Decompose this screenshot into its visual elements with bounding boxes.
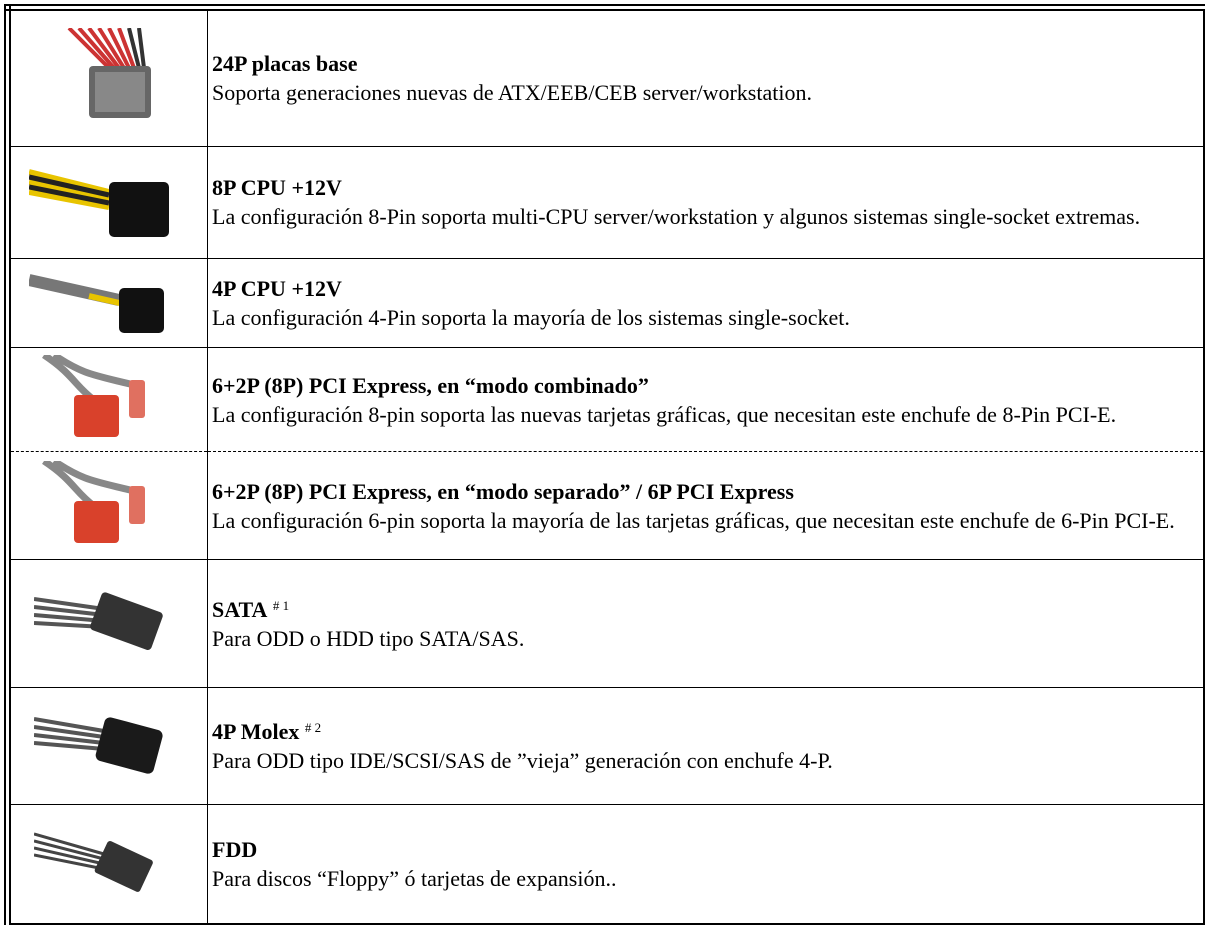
connector-description: Para ODD o HDD tipo SATA/SAS. <box>212 625 525 651</box>
connector-text: 6+2P (8P) PCI Express, en “modo combinad… <box>207 347 1205 453</box>
table-row: SATA # 1 Para ODD o HDD tipo SATA/SAS. <box>7 559 1205 689</box>
connector-icon <box>29 169 169 238</box>
connector-text: 4P CPU +12V La configuración 4-Pin soport… <box>207 258 1205 349</box>
connector-icon <box>34 832 153 893</box>
connector-title: FDD <box>212 837 258 863</box>
connector-text: 6+2P (8P) PCI Express, en “modo separado… <box>207 451 1205 561</box>
connector-image <box>7 687 208 806</box>
connector-text: 8P CPU +12V La configuración 8-Pin soport… <box>207 145 1205 260</box>
table-row: 6+2P (8P) PCI Express, en “modo separado… <box>7 451 1205 561</box>
connector-image <box>7 804 208 925</box>
connector-text: 4P Molex # 2 Para ODD tipo IDE/SCSI/SAS d… <box>207 687 1205 806</box>
connector-title: 4P CPU +12V <box>212 276 342 302</box>
connector-title: 24P placas base <box>212 51 358 77</box>
connector-title: 4P Molex <box>212 719 300 745</box>
connector-image <box>7 258 208 349</box>
connector-icon <box>29 274 164 334</box>
connector-text: FDD Para discos “Floppy” ó tarjetas de ex… <box>207 804 1205 925</box>
connector-description: La configuración 8-pin soporta las nueva… <box>212 401 1117 427</box>
table-row: 4P Molex # 2 Para ODD tipo IDE/SCSI/SAS d… <box>7 687 1205 806</box>
connector-icon <box>67 28 151 119</box>
table-row: FDD Para discos “Floppy” ó tarjetas de ex… <box>7 804 1205 925</box>
connector-description: Soporta generaciones nuevas de ATX/EEB/C… <box>212 80 812 106</box>
connector-title: SATA <box>212 596 268 622</box>
connector-description: La configuración 4-Pin soporta la mayorí… <box>212 305 850 331</box>
connector-icon <box>34 717 163 774</box>
connector-description: La configuración 8-Pin soporta multi-CPU… <box>212 204 1141 230</box>
connector-icon <box>42 354 145 437</box>
connector-description: Para ODD tipo IDE/SCSI/SAS de ”vieja” ge… <box>212 748 833 774</box>
connector-icon <box>42 460 145 543</box>
connector-description: La configuración 6-pin soporta la mayorí… <box>212 507 1175 533</box>
connector-image <box>7 347 208 453</box>
connector-image <box>7 145 208 260</box>
footnote-mark: # 2 <box>304 720 322 736</box>
connector-description: Para discos “Floppy” ó tarjetas de expan… <box>212 866 617 892</box>
table-row: 24P placas base Soporta generaciones nuev… <box>7 7 1205 147</box>
connector-title: 6+2P (8P) PCI Express, en “modo combinad… <box>212 372 649 398</box>
table-row: 4P CPU +12V La configuración 4-Pin soport… <box>7 258 1205 349</box>
table-row: 8P CPU +12V La configuración 8-Pin soport… <box>7 145 1205 260</box>
connector-text: 24P placas base Soporta generaciones nuev… <box>207 7 1205 147</box>
connector-image <box>7 559 208 689</box>
connector-text: SATA # 1 Para ODD o HDD tipo SATA/SAS. <box>207 559 1205 689</box>
connector-title: 6+2P (8P) PCI Express, en “modo separado… <box>212 478 794 504</box>
connector-image <box>7 7 208 147</box>
connector-title: 8P CPU +12V <box>212 175 342 201</box>
connector-icon <box>34 592 163 650</box>
connector-table: 24P placas base Soporta generaciones nuev… <box>4 4 1205 925</box>
connector-image <box>7 451 208 561</box>
footnote-mark: # 1 <box>272 597 290 613</box>
table-row: 6+2P (8P) PCI Express, en “modo combinad… <box>7 347 1205 453</box>
